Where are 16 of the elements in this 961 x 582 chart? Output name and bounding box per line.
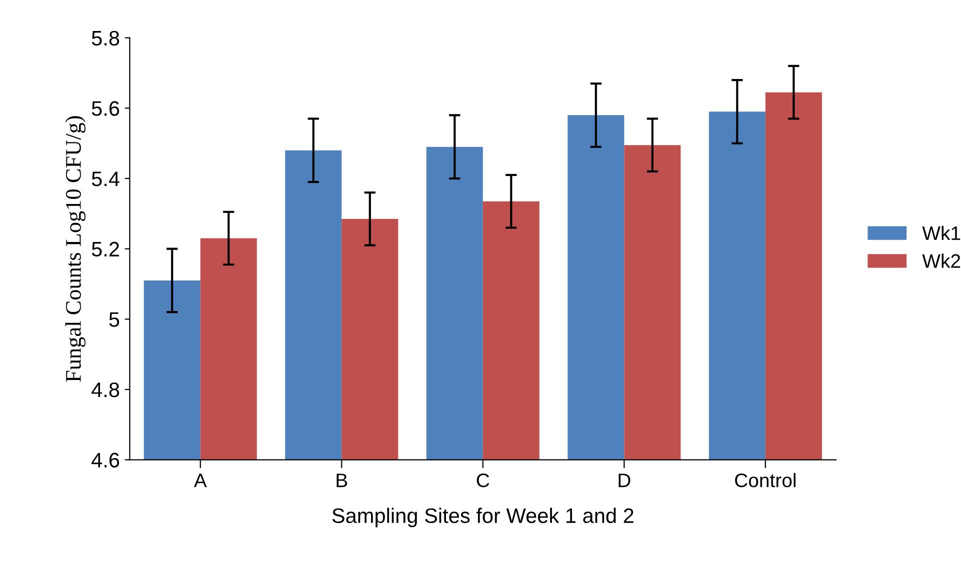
y-tick-label: 5.2 bbox=[92, 242, 119, 257]
x-tick-label: D bbox=[618, 474, 630, 488]
x-tick-label: A bbox=[194, 474, 207, 488]
y-tick-label: 5 bbox=[109, 312, 120, 327]
x-tick-label: Control bbox=[735, 472, 796, 488]
y-tick-label: 4.8 bbox=[92, 382, 120, 398]
y-axis-title: Fungal Counts Log10 CFU/g) bbox=[65, 116, 86, 382]
y-tick-label: 5.4 bbox=[92, 172, 120, 186]
legend-label: Wk2 bbox=[922, 254, 960, 268]
y-tick-label: 5.8 bbox=[92, 30, 120, 46]
y-tick-label: 4.6 bbox=[92, 452, 120, 468]
x-tick-label: B bbox=[336, 474, 348, 488]
y-tick-label: 5.6 bbox=[92, 101, 120, 116]
x-axis-title: Sampling Sites for Week 1 and 2 bbox=[332, 508, 634, 528]
legend-label: Wk1 bbox=[922, 226, 960, 240]
x-tick-label: C bbox=[476, 473, 490, 488]
